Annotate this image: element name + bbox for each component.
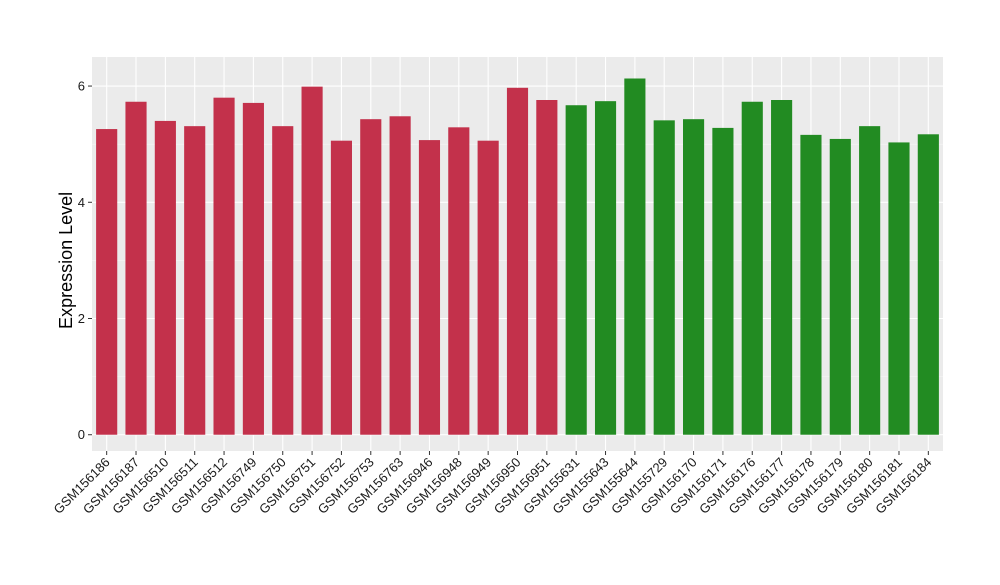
bar-GSM156749 (242, 102, 264, 435)
bar-GSM156184 (917, 134, 939, 435)
bar-GSM156170 (683, 119, 705, 435)
bars (96, 78, 939, 435)
bar-GSM155729 (653, 120, 675, 435)
bar-GSM156949 (477, 140, 499, 435)
bar-GSM156948 (448, 127, 470, 435)
y-tick-label: 6 (78, 79, 85, 94)
bar-GSM156176 (741, 101, 763, 435)
x-axis: GSM156186GSM156187GSM156510GSM156511GSM1… (51, 451, 934, 517)
bar-GSM156750 (272, 126, 294, 435)
y-axis: 0 2 4 6 (78, 79, 92, 442)
bar-GSM156751 (301, 86, 323, 435)
bar-GSM156186 (96, 129, 118, 435)
y-tick-label: 0 (78, 427, 85, 442)
bar-GSM156180 (859, 126, 881, 435)
bar-GSM156181 (888, 142, 910, 435)
bar-GSM156752 (330, 140, 352, 435)
y-axis-title: Expression Level (56, 192, 76, 329)
bar-GSM155631 (565, 105, 587, 435)
bar-GSM156178 (800, 134, 822, 435)
bar-GSM156187 (125, 101, 147, 435)
y-tick-label: 4 (78, 195, 85, 210)
y-tick-label: 2 (78, 311, 85, 326)
bar-GSM156179 (829, 138, 851, 435)
bar-GSM156946 (418, 140, 441, 435)
bar-GSM156763 (389, 116, 411, 435)
bar-GSM155644 (624, 78, 646, 435)
bar-GSM156512 (213, 97, 235, 435)
bar-GSM156511 (184, 126, 206, 435)
bar-GSM156177 (771, 100, 793, 435)
bar-GSM156171 (712, 127, 734, 435)
bar-GSM155643 (594, 101, 617, 435)
bar-GSM156951 (536, 100, 558, 435)
bar-GSM156753 (360, 119, 382, 435)
bar-GSM156510 (154, 120, 176, 435)
bar-GSM156950 (506, 87, 529, 435)
